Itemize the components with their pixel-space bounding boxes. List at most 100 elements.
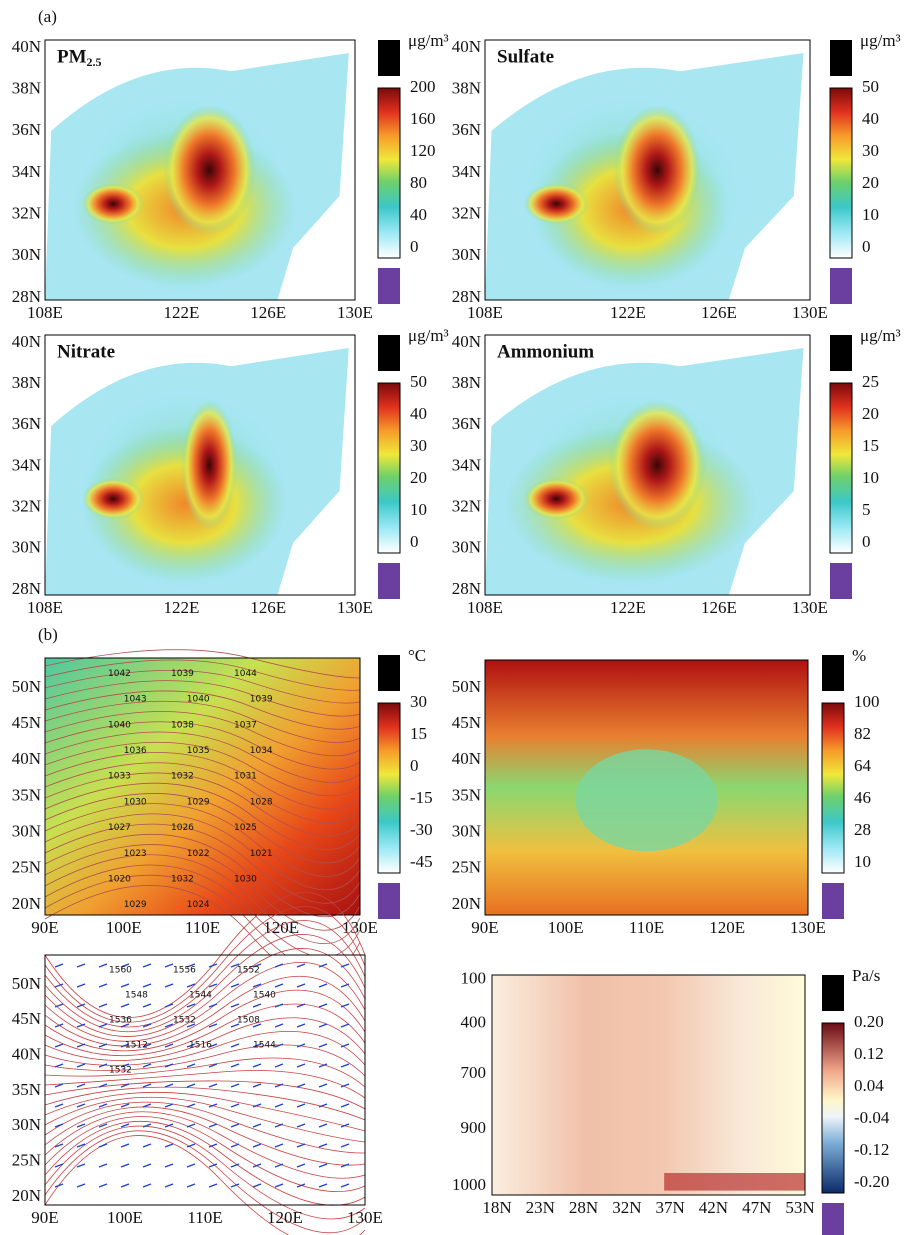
height-contour (44, 1030, 366, 1066)
colorbar-tick-label: 15 (410, 724, 427, 743)
wind-vector (54, 1083, 64, 1088)
wind-vector (230, 1143, 240, 1148)
wind-vector (142, 1043, 152, 1048)
contour-label: 1028 (250, 797, 273, 807)
wind-vector (164, 1143, 174, 1148)
lon-tick-label: 100E (548, 918, 584, 937)
lat-tick-label: 32N (452, 204, 481, 223)
contour-label: 1033 (108, 772, 131, 782)
lat-tick-label: 25N (452, 858, 481, 877)
lat-tick-label: 50N (452, 677, 481, 696)
height-contour (44, 1135, 366, 1235)
wind-vector (54, 1043, 64, 1048)
colorbar-tick-label: 0 (410, 237, 419, 256)
wind-vector (54, 1023, 64, 1028)
colorbar-tick-label: -0.20 (854, 1172, 889, 1191)
wind-vector (120, 1163, 130, 1168)
contour-label: 1023 (124, 849, 147, 859)
height-contour (44, 1111, 366, 1179)
colorbar-tick-label: 10 (410, 500, 427, 519)
colorbar-under (378, 268, 400, 304)
height-contour (44, 934, 366, 1033)
lat-tick-label: 28N (452, 579, 481, 598)
sea (771, 253, 810, 300)
lat-tick-label: 30N (12, 245, 41, 264)
colorbar-tick-label: 0 (862, 237, 871, 256)
lat-tick-label: 40N (12, 749, 41, 768)
colorbar (821, 702, 845, 874)
colorbar-over (378, 335, 400, 371)
colorbar-tick-label: 0.12 (854, 1044, 884, 1063)
colorbar-tick-label: 82 (854, 724, 871, 743)
wind-vector (296, 1163, 306, 1168)
height-contour (44, 1086, 366, 1121)
contour-label: 1512 (125, 1041, 148, 1051)
wind-vector (76, 1163, 86, 1168)
contour-label: 1042 (108, 669, 131, 679)
lat-tick-label: 40N (12, 332, 41, 351)
lon-tick-label: 120E (709, 918, 745, 937)
colorbar-tick-label: 30 (862, 141, 879, 160)
map-panel (44, 334, 356, 596)
lat-tick-label: 34N (12, 162, 41, 181)
wind-vector (318, 1143, 328, 1148)
wind-vector (296, 1143, 306, 1148)
contour-label: 1032 (171, 875, 194, 885)
wind-vector (98, 1003, 108, 1008)
wind-vector (142, 1163, 152, 1168)
colorbar-tick-label: 0.04 (854, 1076, 884, 1095)
colorbar-unit: °C (408, 646, 426, 665)
colorbar-tick-label: 10 (854, 852, 871, 871)
map-frame (44, 954, 366, 1206)
lon-tick-label: 108E (27, 303, 63, 322)
lon-tick-label: 126E (701, 598, 737, 617)
colorbar-over (830, 335, 852, 371)
wind-vector (54, 983, 64, 988)
lat-tick-label: 35N (452, 785, 481, 804)
wind-vector (296, 1063, 306, 1068)
isobar (44, 741, 361, 797)
isobar (44, 669, 361, 704)
omega-field (492, 975, 805, 1195)
wind-vector (208, 1103, 218, 1108)
lon-tick-label: 108E (467, 303, 503, 322)
wind-vector (186, 1043, 196, 1048)
wind-vector (98, 1023, 108, 1028)
wind-vector (230, 1063, 240, 1068)
wind-vector (186, 1163, 196, 1168)
wind-vector (274, 1003, 284, 1008)
lat-tick-label: 34N (12, 455, 41, 474)
lat-tick-label: 36N (12, 414, 41, 433)
colorbar-tick-label: -0.12 (854, 1140, 889, 1159)
wind-vector (186, 1123, 196, 1128)
wind-vector (318, 1003, 328, 1008)
wind-vector (340, 983, 350, 988)
colorbar-unit: μg/m³ (860, 326, 901, 345)
colorbar (829, 87, 853, 259)
wind-vector (186, 1003, 196, 1008)
wind-vector (318, 1083, 328, 1088)
colorbar-over (378, 40, 400, 76)
temperature-field (45, 658, 360, 915)
colorbar-tick-label: 0 (410, 532, 419, 551)
wind-vector (274, 1183, 284, 1188)
wind-vector (252, 1123, 262, 1128)
humidity-field (575, 749, 718, 852)
lat-tick-label: 40N (452, 332, 481, 351)
colorbar-tick-label: -0.04 (854, 1108, 890, 1127)
colorbar-over (378, 655, 400, 691)
isobar (44, 659, 361, 691)
contour-label: 1039 (250, 695, 273, 705)
lon-tick-label: 110E (629, 918, 664, 937)
pollution-field (613, 105, 702, 235)
wind-vector (252, 1043, 262, 1048)
lat-tick-label: 28N (452, 287, 481, 306)
contour-label: 1027 (108, 823, 131, 833)
wind-vector (98, 1183, 108, 1188)
lon-tick-label: 126E (701, 303, 737, 322)
wind-vector (98, 963, 108, 968)
colorbar-tick-label: 50 (862, 77, 879, 96)
wind-vector (274, 1043, 284, 1048)
wind-vector (120, 1063, 130, 1068)
